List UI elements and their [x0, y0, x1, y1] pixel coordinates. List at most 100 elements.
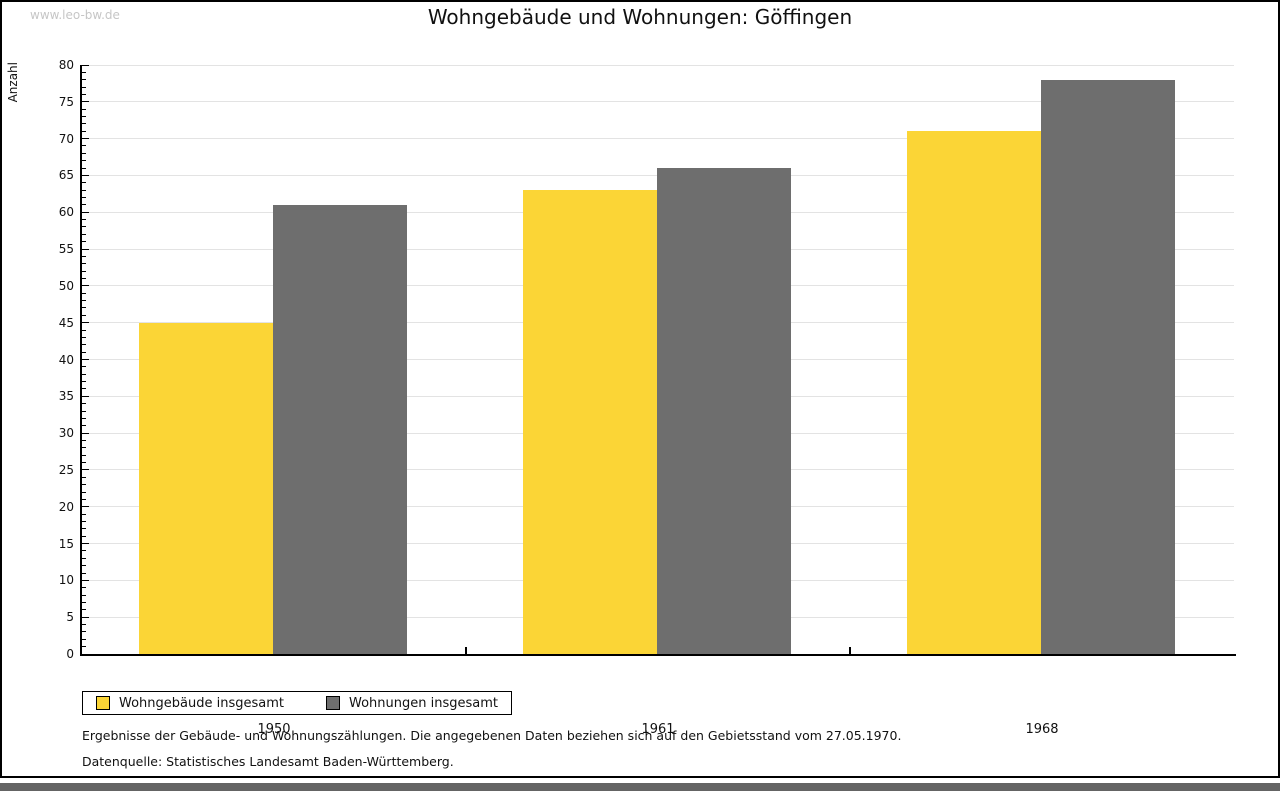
y-axis-tick [82, 101, 89, 103]
y-axis-tick [82, 307, 86, 309]
y-tick-label: 80 [58, 58, 74, 72]
y-tick-label: 75 [58, 94, 74, 109]
y-axis-tick [82, 174, 89, 176]
y-axis-tick [82, 520, 86, 522]
y-axis-tick [82, 255, 86, 257]
y-tick-label: 65 [58, 168, 74, 183]
y-axis-tick [82, 572, 86, 574]
y-axis-tick [82, 123, 86, 125]
y-axis-tick [82, 417, 86, 419]
bar [657, 168, 791, 654]
x-category-label: 1961 [641, 722, 675, 737]
y-axis-tick [82, 359, 89, 360]
y-axis-tick [82, 366, 86, 368]
y-axis-tick [82, 498, 86, 500]
y-axis-tick [82, 189, 86, 191]
y-axis-tick [82, 646, 86, 648]
y-axis-tick [82, 93, 86, 95]
y-axis-title: Anzahl [6, 62, 20, 103]
y-axis-tick [82, 587, 86, 589]
y-axis-tick [82, 219, 86, 221]
y-axis-tick [82, 138, 89, 140]
y-axis-tick [82, 204, 86, 206]
y-axis-tick [82, 557, 86, 559]
y-axis-tick [82, 543, 89, 545]
y-axis-tick [82, 462, 86, 464]
chart-title: Wohngebäude und Wohnungen: Göffingen [427, 5, 853, 29]
y-axis-tick [82, 454, 86, 456]
y-axis-tick [82, 160, 86, 162]
bar [139, 322, 273, 654]
y-axis-tick [82, 130, 86, 132]
legend-label: Wohngebäude insgesamt [119, 695, 284, 711]
legend: Wohngebäude insgesamt Wohnungen insgesamt [82, 691, 512, 715]
legend-swatch [326, 696, 340, 710]
y-tick-label: 0 [66, 647, 74, 661]
x-axis-boundary-tick [849, 647, 851, 654]
y-axis-tick [82, 381, 86, 383]
y-tick-label: 50 [58, 278, 74, 293]
y-axis-tick [82, 579, 89, 581]
bar [523, 190, 657, 654]
bottom-strip [0, 783, 1280, 791]
y-axis-tick [82, 447, 86, 449]
legend-item: Wohnungen insgesamt [326, 696, 498, 711]
y-axis-tick [82, 550, 86, 552]
y-axis-tick [82, 197, 86, 199]
legend-item: Wohngebäude insgesamt [96, 696, 284, 711]
y-tick-label: 20 [58, 499, 74, 514]
y-axis-tick [82, 425, 86, 427]
y-axis-tick [82, 439, 86, 441]
y-axis-tick [82, 182, 86, 184]
y-axis-tick [82, 86, 86, 88]
y-axis-tick [82, 248, 89, 250]
y-axis-tick [82, 506, 89, 508]
y-axis-tick [82, 410, 86, 412]
y-axis-tick [82, 285, 89, 287]
y-axis-tick [82, 241, 86, 243]
y-axis-tick [82, 322, 89, 324]
x-category-label: 1950 [257, 722, 291, 737]
y-axis-tick [82, 601, 86, 603]
y-axis-tick [82, 108, 86, 110]
footnote-gebietsstand: Ergebnisse der Gebäude- und Wohnungszähl… [82, 728, 902, 743]
y-tick-label: 40 [58, 352, 74, 367]
y-axis-tick [82, 116, 86, 118]
gridline [82, 64, 1234, 66]
y-axis-tick [82, 351, 86, 353]
x-category-label: 1968 [1025, 722, 1059, 737]
bar [907, 131, 1041, 654]
y-axis-tick [82, 336, 86, 338]
y-axis-tick [82, 71, 86, 73]
gridline [82, 138, 1234, 140]
gridline [82, 101, 1234, 103]
y-axis-tick [82, 528, 86, 530]
y-axis-tick [82, 513, 86, 515]
bar [273, 204, 407, 654]
y-tick-label: 55 [58, 242, 74, 257]
y-axis-line [80, 65, 82, 656]
y-tick-label: 25 [58, 462, 74, 477]
y-axis-tick [82, 388, 86, 390]
y-axis-tick [82, 145, 86, 147]
legend-swatch [96, 696, 110, 710]
y-axis-tick [82, 314, 86, 316]
y-axis-tick [82, 535, 86, 537]
y-axis-tick [82, 491, 86, 493]
y-axis-tick [82, 167, 86, 169]
y-axis-tick [82, 292, 86, 294]
bar [1041, 79, 1175, 654]
y-axis-tick [82, 278, 86, 279]
y-axis-tick [82, 226, 86, 228]
y-axis-tick [82, 211, 89, 213]
y-tick-label: 60 [58, 205, 74, 220]
y-tick-label: 15 [58, 536, 74, 551]
y-axis-tick [82, 79, 86, 81]
y-axis-tick [82, 152, 86, 154]
x-axis-boundary-tick [465, 647, 467, 654]
y-tick-label: 35 [58, 389, 74, 404]
y-axis-tick [82, 616, 89, 618]
y-axis-tick [82, 373, 86, 375]
watermark: www.leo-bw.de [30, 8, 120, 22]
y-axis-tick [82, 344, 86, 346]
